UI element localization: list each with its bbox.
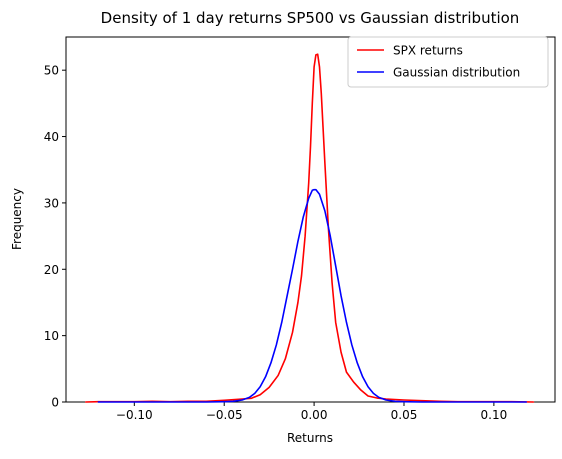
- series-line-spx-returns: [84, 53, 535, 403]
- x-axis-ticks: −0.10 −0.05 0.00 0.05 0.10: [116, 402, 507, 422]
- series-lines: [84, 53, 535, 403]
- legend: SPX returns Gaussian distribution: [347, 36, 549, 88]
- series-line-gaussian: [97, 188, 528, 403]
- y-tick-label: 30: [44, 196, 59, 210]
- y-tick-label: 20: [44, 263, 59, 277]
- y-tick-label: 0: [51, 396, 59, 410]
- y-axis-ticks: 0 10 20 30 40 50: [44, 64, 66, 410]
- x-tick-label: −0.10: [116, 408, 153, 422]
- y-tick-label: 10: [44, 329, 59, 343]
- y-axis-label: Frequency: [10, 188, 24, 250]
- legend-label-spx: SPX returns: [393, 44, 463, 58]
- legend-box: [347, 36, 549, 88]
- x-tick-label: −0.05: [206, 408, 243, 422]
- chart-title: Density of 1 day returns SP500 vs Gaussi…: [101, 9, 520, 27]
- y-tick-label: 50: [44, 64, 59, 78]
- y-tick-label: 40: [44, 130, 59, 144]
- x-tick-label: 0.10: [481, 408, 508, 422]
- x-axis-label: Returns: [287, 431, 333, 445]
- legend-label-gaussian: Gaussian distribution: [393, 66, 520, 80]
- x-tick-label: 0.00: [301, 408, 328, 422]
- plot-area-frame: [65, 36, 556, 403]
- x-tick-label: 0.05: [391, 408, 418, 422]
